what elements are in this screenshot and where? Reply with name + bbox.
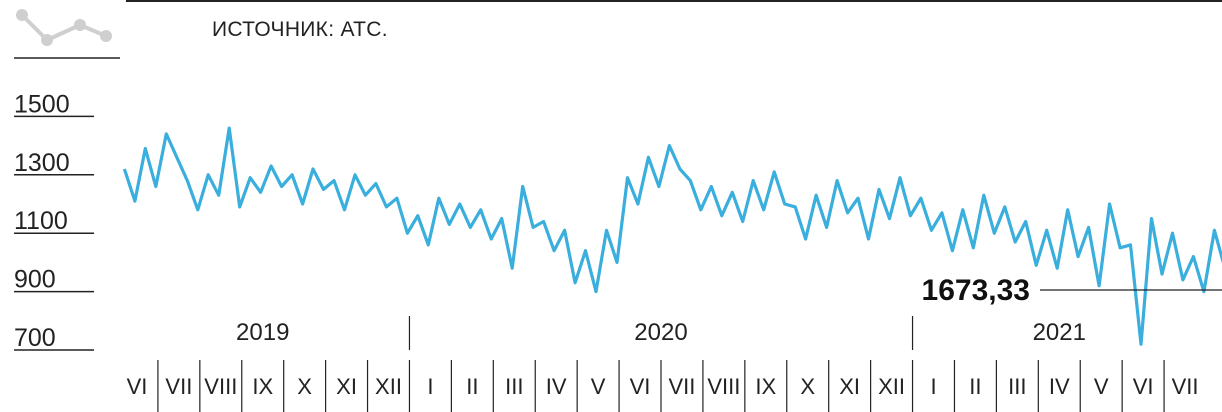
month-label: IV [1049, 374, 1070, 399]
month-label: XII [878, 374, 905, 399]
month-label: VII [1172, 374, 1199, 399]
series-layer [122, 126, 1222, 346]
month-label: V [1094, 374, 1109, 399]
month-label: VI [127, 374, 148, 399]
line-chart-icon [16, 9, 112, 46]
month-label: IV [546, 374, 567, 399]
annotation-label: 1673,33 [922, 274, 1030, 307]
y-tick-label: 1100 [14, 207, 68, 235]
month-label: VIII [707, 374, 740, 399]
month-label: III [505, 374, 523, 399]
y-tick-label: 1500 [14, 90, 70, 118]
month-label: XII [375, 374, 402, 399]
y-axis: 1500 1300 1100 900 700 [14, 57, 120, 352]
y-tick-label: 1300 [14, 149, 70, 177]
month-label: X [297, 374, 312, 399]
month-label: VII [165, 374, 192, 399]
month-label: I [930, 374, 936, 399]
month-label: VI [1133, 374, 1154, 399]
month-label: III [1008, 374, 1026, 399]
month-label: X [800, 374, 815, 399]
month-label: XI [336, 374, 357, 399]
series-line [122, 126, 1222, 346]
year-axis: 2019 2020 2021 [236, 316, 1086, 350]
month-label: IX [252, 374, 273, 399]
month-label: II [466, 374, 478, 399]
y-tick-label: 900 [14, 266, 56, 294]
month-axis: VI VII VIII IX X XI XII I II III IV V VI VII VIII IX X XI… [127, 360, 1199, 412]
month-label: VI [630, 374, 651, 399]
year-label: 2019 [236, 319, 289, 346]
source-label: ИСТОЧНИК: АТС. [212, 18, 388, 41]
month-label: XI [839, 374, 860, 399]
month-label: I [427, 374, 433, 399]
month-label: VIII [204, 374, 237, 399]
year-label: 2021 [1033, 319, 1086, 346]
annotation-layer: 1673,33 [922, 274, 1222, 307]
month-label: IX [755, 374, 776, 399]
y-tick-label: 700 [14, 324, 56, 352]
year-label: 2020 [634, 319, 687, 346]
month-label: VII [669, 374, 696, 399]
month-label: II [969, 374, 981, 399]
month-label: V [591, 374, 606, 399]
